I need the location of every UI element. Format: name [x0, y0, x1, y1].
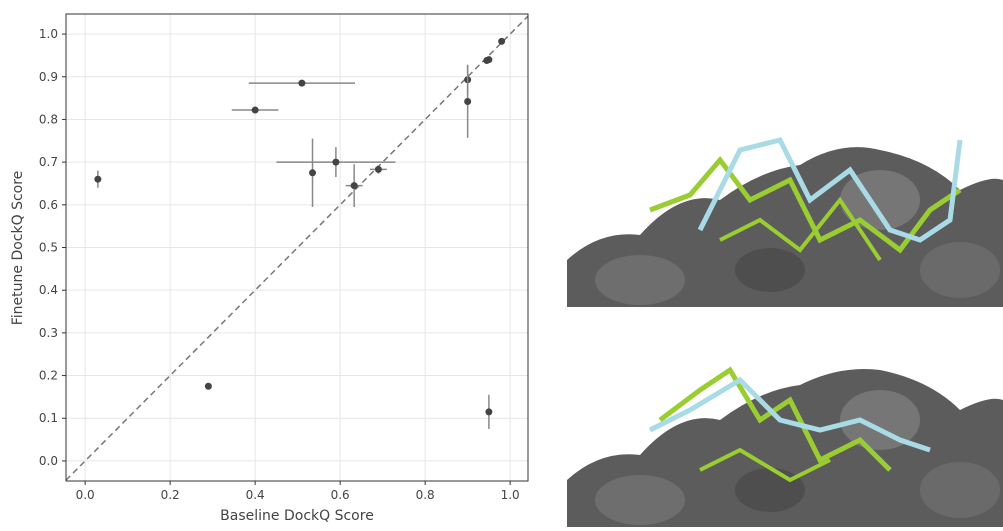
x-tick-label: 1.0 — [501, 488, 520, 502]
x-tick-label: 0.8 — [416, 488, 435, 502]
y-tick-label: 0.6 — [39, 198, 58, 212]
y-tick-label: 0.2 — [39, 369, 58, 383]
x-tick-label: 0.6 — [331, 488, 350, 502]
y-tick-label: 0.1 — [39, 411, 58, 425]
y-tick-label: 0.9 — [39, 70, 58, 84]
x-tick-label: 0.4 — [246, 488, 265, 502]
x-tick-label: 0.0 — [76, 488, 95, 502]
point — [375, 166, 382, 173]
y-tick-label: 0.8 — [39, 112, 58, 126]
point — [252, 107, 259, 114]
point — [498, 38, 505, 45]
y-tick-label: 1.0 — [39, 27, 58, 41]
structure-image-bottom — [567, 350, 1003, 527]
y-tick-label: 0.3 — [39, 326, 58, 340]
structure-image-top — [567, 130, 1003, 307]
point — [351, 182, 358, 189]
y-tick-label: 0.0 — [39, 454, 58, 468]
y-axis-label: Finetune DockQ Score — [10, 171, 26, 326]
point — [205, 383, 212, 390]
point — [464, 98, 471, 105]
y-tick-label: 0.7 — [39, 155, 58, 169]
point — [309, 169, 316, 176]
x-axis-label: Baseline DockQ Score — [220, 508, 374, 524]
point — [94, 176, 101, 183]
point — [298, 80, 305, 87]
point — [485, 56, 492, 63]
point — [332, 159, 339, 166]
point — [485, 408, 492, 415]
y-tick-label: 0.5 — [39, 241, 58, 255]
y-tick-label: 0.4 — [39, 283, 58, 297]
figure: Baseline DockQ Score Finetune DockQ Scor… — [0, 0, 1003, 527]
x-tick-label: 0.2 — [161, 488, 180, 502]
